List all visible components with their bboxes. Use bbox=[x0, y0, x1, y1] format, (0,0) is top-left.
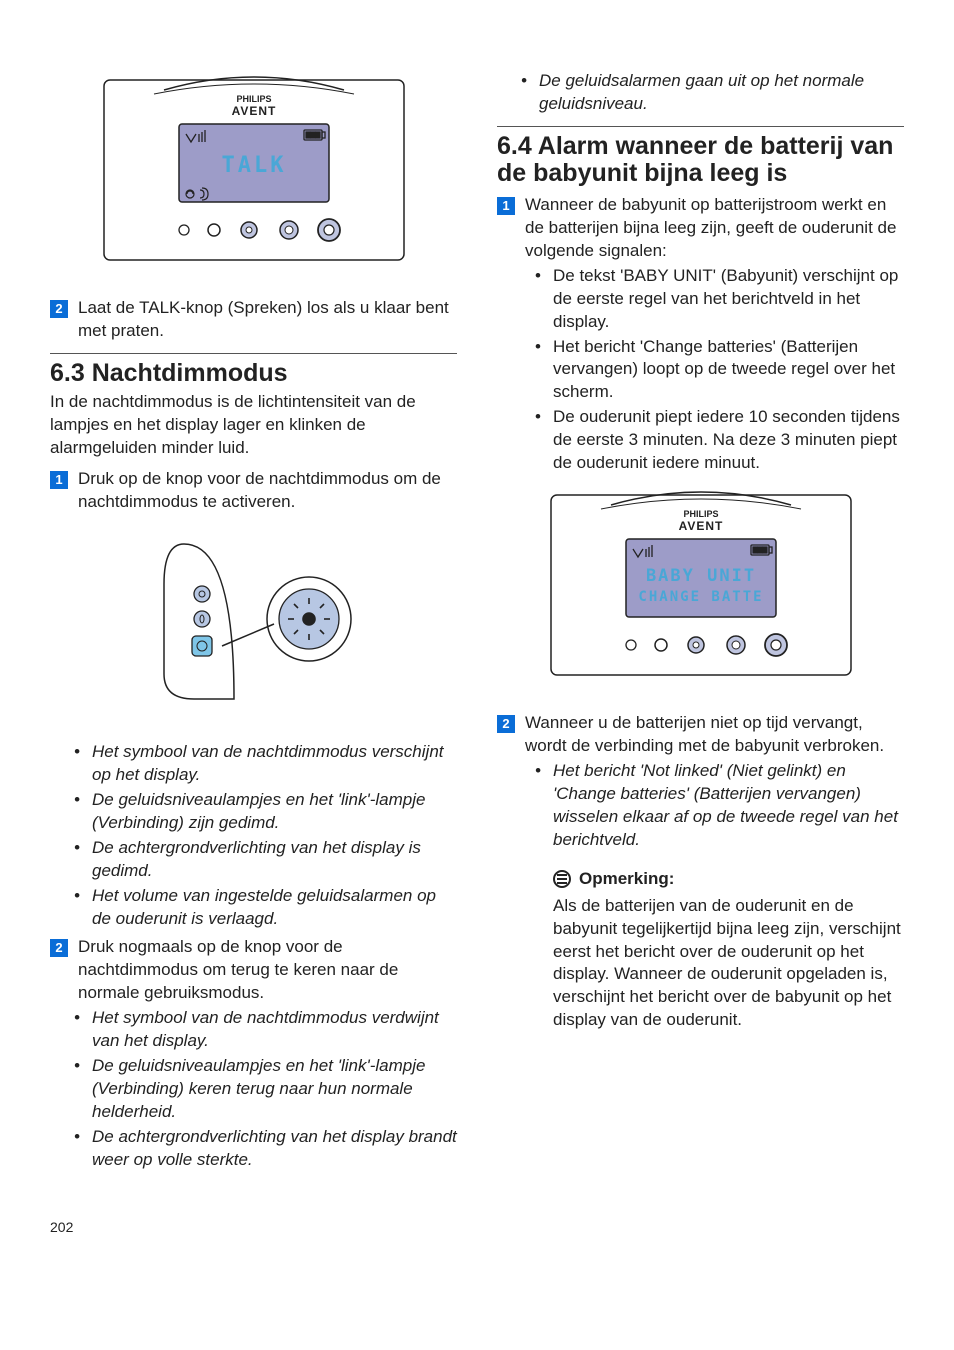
step-text: Druk op de knop voor de nachtdimmodus om… bbox=[78, 468, 457, 514]
battery-not-replaced-effects: Het bericht 'Not linked' (Niet gelinkt) … bbox=[497, 760, 904, 852]
list-item: Het symbool van de nachtdimmodus verschi… bbox=[74, 741, 457, 787]
list-item: De geluidsalarmen gaan uit op het normal… bbox=[521, 70, 904, 116]
section-intro-6-3: In de nachtdimmodus is de lichtintensite… bbox=[50, 391, 457, 460]
step-number-badge: 2 bbox=[50, 300, 68, 318]
heading-6-4: 6.4 Alarm wanneer de batterij van de bab… bbox=[497, 133, 904, 188]
battery-alarm-signals: De tekst 'BABY UNIT' (Babyunit) verschij… bbox=[511, 265, 904, 475]
list-item: De tekst 'BABY UNIT' (Babyunit) verschij… bbox=[535, 265, 904, 334]
list-item: Het volume van ingestelde geluidsalarmen… bbox=[74, 885, 457, 931]
heading-6-3: 6.3 Nachtdimmodus bbox=[50, 360, 457, 388]
lcd-line2: CHANGE BATTE bbox=[638, 589, 763, 605]
note-title-row: Opmerking: bbox=[553, 868, 904, 891]
nightdim-off-effects: Het symbool van de nachtdimmodus verdwij… bbox=[50, 1007, 457, 1172]
brand-bottom: AVENT bbox=[231, 104, 276, 118]
step-text: Druk nogmaals op de knop voor de nachtdi… bbox=[78, 936, 457, 1005]
device-illustration: PHILIPS AVENT bbox=[94, 70, 414, 270]
lcd-text: TALK bbox=[221, 153, 286, 178]
list-item: Het bericht 'Change batteries' (Batterij… bbox=[535, 336, 904, 405]
figure-change-batteries: PHILIPS AVENT BABY UNIT CHANGE B bbox=[497, 485, 904, 692]
battery-icon bbox=[751, 545, 772, 555]
figure-nightdim-button bbox=[50, 524, 457, 721]
list-item: De achtergrondverlichting van het displa… bbox=[74, 1126, 457, 1172]
button-illustration bbox=[124, 524, 384, 714]
list-item: Het symbool van de nachtdimmodus verdwij… bbox=[74, 1007, 457, 1053]
section-divider bbox=[50, 353, 457, 354]
note-title: Opmerking: bbox=[579, 868, 674, 891]
step-number-badge: 2 bbox=[50, 939, 68, 957]
battery-icon bbox=[304, 130, 325, 140]
step-2-talk-release: 2 Laat de TALK-knop (Spreken) los als u … bbox=[50, 297, 457, 343]
lcd-line1: BABY UNIT bbox=[645, 566, 755, 586]
right-column: De geluidsalarmen gaan uit op het normal… bbox=[497, 60, 904, 1178]
top-carryover-bullet: De geluidsalarmen gaan uit op het normal… bbox=[497, 70, 904, 116]
step-number-badge: 1 bbox=[50, 471, 68, 489]
step-2-battery-not-replaced: 2 Wanneer u de batterijen niet op tijd v… bbox=[497, 712, 904, 758]
list-item: De ouderunit piept iedere 10 seconden ti… bbox=[535, 406, 904, 475]
page: PHILIPS AVENT bbox=[50, 60, 904, 1178]
step-number-badge: 2 bbox=[497, 715, 515, 733]
step-2-nightdim-off: 2 Druk nogmaals op de knop voor de nacht… bbox=[50, 936, 457, 1005]
step-number-badge: 1 bbox=[497, 197, 515, 215]
brand-top: PHILIPS bbox=[683, 509, 718, 519]
list-item: De geluidsniveaulampjes en het 'link'-la… bbox=[74, 1055, 457, 1124]
note-body: Als de batterijen van de ouderunit en de… bbox=[553, 895, 904, 1033]
note-icon bbox=[553, 870, 571, 888]
left-column: PHILIPS AVENT bbox=[50, 60, 457, 1178]
list-item: Het bericht 'Not linked' (Niet gelinkt) … bbox=[535, 760, 904, 852]
device-illustration: PHILIPS AVENT BABY UNIT CHANGE B bbox=[541, 485, 861, 685]
figure-talk-unit: PHILIPS AVENT bbox=[50, 70, 457, 277]
list-item: De geluidsniveaulampjes en het 'link'-la… bbox=[74, 789, 457, 835]
step-text: Wanneer de babyunit op batterijstroom we… bbox=[525, 194, 904, 263]
step-1-battery-alarm: 1 Wanneer de babyunit op batterijstroom … bbox=[497, 194, 904, 263]
list-item: De achtergrondverlichting van het displa… bbox=[74, 837, 457, 883]
note-box: Opmerking: Als de batterijen van de oude… bbox=[497, 868, 904, 1033]
step-text: Laat de TALK-knop (Spreken) los als u kl… bbox=[78, 297, 457, 343]
section-divider bbox=[497, 126, 904, 127]
step-text: Wanneer u de batterijen niet op tijd ver… bbox=[525, 712, 904, 758]
nightdim-on-effects: Het symbool van de nachtdimmodus verschi… bbox=[50, 741, 457, 931]
brand-top: PHILIPS bbox=[236, 94, 271, 104]
step-1-nightdim-on: 1 Druk op de knop voor de nachtdimmodus … bbox=[50, 468, 457, 514]
page-number: 202 bbox=[50, 1218, 904, 1237]
brand-bottom: AVENT bbox=[678, 519, 723, 533]
